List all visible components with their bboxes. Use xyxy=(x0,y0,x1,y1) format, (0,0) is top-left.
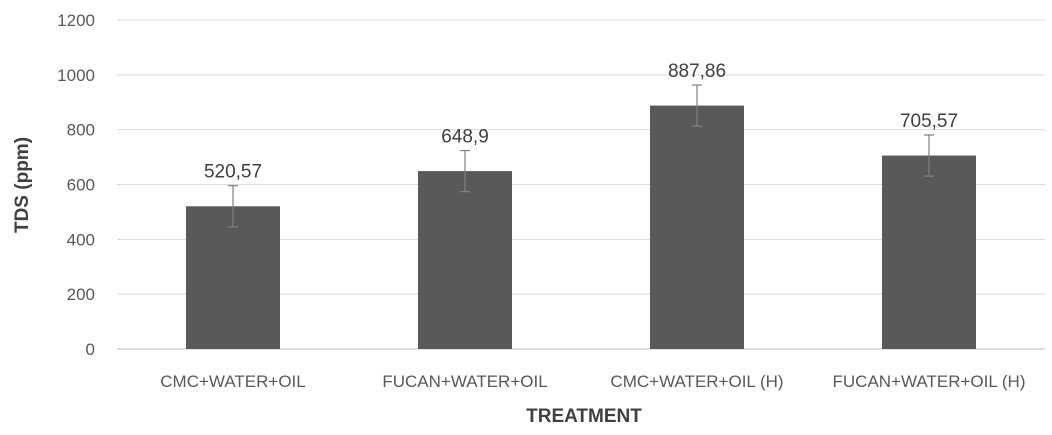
x-tick-label: CMC+WATER+OIL xyxy=(160,372,305,391)
bars xyxy=(186,105,976,349)
error-bar xyxy=(692,84,702,127)
data-label: 887,86 xyxy=(668,61,726,82)
bar xyxy=(418,171,512,349)
error-bars xyxy=(228,84,934,228)
error-bar xyxy=(460,149,470,193)
y-axis-title: TDS (ppm) xyxy=(12,137,33,233)
y-tick-label: 200 xyxy=(67,285,95,304)
y-axis-ticks: 0 200 400 600 800 1000 1200 xyxy=(57,11,95,359)
data-label: 520,57 xyxy=(204,162,262,183)
data-label: 648,9 xyxy=(441,127,489,148)
bar xyxy=(882,155,976,349)
error-bar xyxy=(924,134,934,177)
y-tick-label: 400 xyxy=(67,230,95,249)
bar xyxy=(650,105,744,349)
x-tick-label: CMC+WATER+OIL (H) xyxy=(610,372,783,391)
bar xyxy=(186,206,280,349)
data-label: 705,57 xyxy=(900,111,958,132)
error-bar xyxy=(228,185,238,228)
y-tick-label: 0 xyxy=(86,340,95,359)
x-tick-label: FUCAN+WATER+OIL xyxy=(382,372,547,391)
y-tick-label: 1000 xyxy=(57,66,95,85)
y-tick-label: 800 xyxy=(67,121,95,140)
x-axis-title: TREATMENT xyxy=(526,406,642,427)
x-tick-label: FUCAN+WATER+OIL (H) xyxy=(833,372,1026,391)
y-tick-label: 1200 xyxy=(57,11,95,30)
data-labels: 520,57 648,9 887,86 705,57 xyxy=(204,61,958,183)
y-tick-label: 600 xyxy=(67,176,95,195)
x-axis-ticks: CMC+WATER+OIL FUCAN+WATER+OIL CMC+WATER+OI… xyxy=(160,372,1025,391)
